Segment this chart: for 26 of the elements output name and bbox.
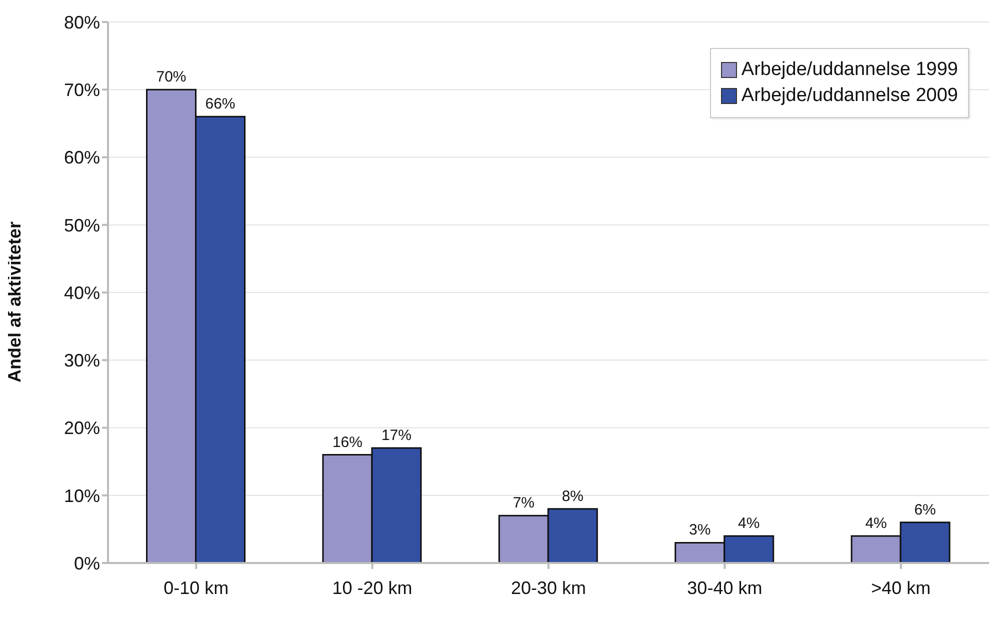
data-label: 16% xyxy=(332,434,362,451)
y-tick-label: 80% xyxy=(64,12,100,32)
data-label: 66% xyxy=(205,96,236,113)
y-tick-label: 40% xyxy=(64,282,100,303)
y-tick-label: 20% xyxy=(64,418,100,438)
x-tick-label: >40 km xyxy=(871,578,931,598)
data-label: 7% xyxy=(512,494,535,512)
y-tick-label: 60% xyxy=(64,148,100,168)
y-tick-label: 70% xyxy=(64,80,100,100)
x-tick-label: 10 -20 km xyxy=(332,578,412,598)
data-label: 4% xyxy=(738,514,760,532)
x-tick-label: 30-40 km xyxy=(687,578,762,598)
data-label: 8% xyxy=(562,488,584,505)
data-label: 6% xyxy=(914,501,936,518)
data-label: 4% xyxy=(865,514,887,532)
data-label: 70% xyxy=(156,68,186,86)
y-tick-label: 50% xyxy=(64,215,100,236)
legend-label: Arbejde/uddannelse 2009 xyxy=(741,85,958,107)
data-label: 3% xyxy=(689,522,711,539)
x-tick-label: 20-30 km xyxy=(510,578,586,598)
y-tick-label: 10% xyxy=(64,486,100,506)
x-tick-label: 0-10 km xyxy=(164,578,229,598)
data-label: 17% xyxy=(381,427,412,444)
legend-label: Arbejde/uddannelse 1999 xyxy=(741,59,958,81)
y-tick-label: 30% xyxy=(64,350,100,371)
y-tick-label: 0% xyxy=(74,553,100,574)
